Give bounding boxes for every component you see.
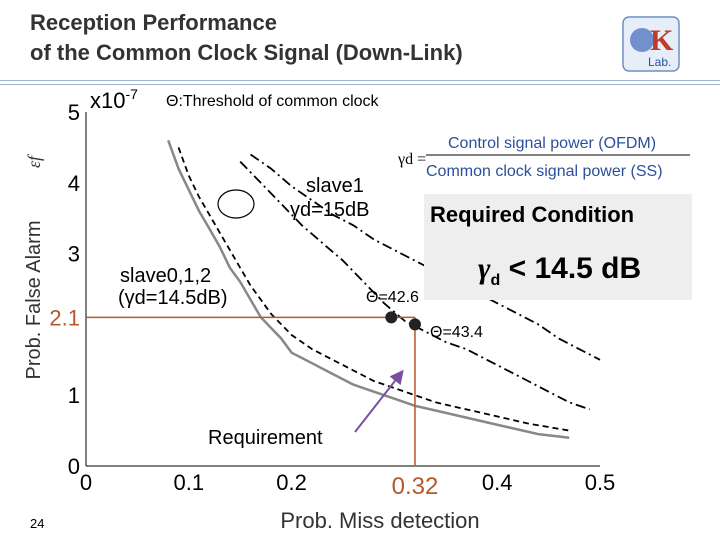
title-line-2: of the Common Clock Signal (Down-Link) <box>30 40 463 65</box>
x-tick-label: 0.2 <box>276 470 307 495</box>
title-line-1: Reception Performance <box>30 10 277 35</box>
slave012-label: slave0,1,2 <box>120 265 211 287</box>
y-multiplier: x10-7 <box>90 86 138 113</box>
y-tick-label: 5 <box>68 100 80 125</box>
x-tick-label: 0 <box>80 470 92 495</box>
header-divider-top <box>0 80 720 81</box>
logo-subtext: Lab. <box>648 55 671 69</box>
x-axis-label: Prob. Miss detection <box>280 508 479 533</box>
y-tick-label: 3 <box>68 242 80 267</box>
series-line <box>167 139 570 439</box>
y-tick-label: 0 <box>68 454 80 479</box>
x-tick-label: 0.32 <box>392 473 439 500</box>
threshold-point <box>385 311 398 324</box>
tick-labels: 0 0.1 0.2 0.32 0.4 0.5 0 1 2.1 3 4 5 <box>49 100 615 500</box>
page-number: 24 <box>30 516 45 531</box>
fraction-numerator: Control signal power (OFDM) <box>448 135 656 152</box>
required-condition-title: Required Condition <box>430 202 635 227</box>
x-tick-label: 0.4 <box>482 470 513 495</box>
y-multiplier-exp: -7 <box>125 86 138 102</box>
dots-layer: Θ=42.6 Θ=43.4 <box>366 289 483 341</box>
lab-logo: K Lab. <box>622 16 680 72</box>
series-line <box>177 147 570 432</box>
threshold-note: Θ:Threshold of common clock <box>166 93 380 110</box>
logo-letter: K <box>650 24 674 57</box>
y-axis-label: Prob. False Alarm <box>23 221 45 380</box>
threshold-label: Θ=42.6 <box>366 289 419 306</box>
gamma-definition-symbol: γd = <box>397 151 426 168</box>
slave1-bracket <box>217 189 255 219</box>
y-multiplier-base: x10 <box>90 88 125 113</box>
slave1-gamma: γd=15dB <box>290 199 370 221</box>
y-axis-symbol: εf <box>24 153 44 168</box>
x-tick-label: 0.1 <box>174 470 205 495</box>
required-condition-box <box>424 194 692 300</box>
required-condition-formula: γd < 14.5 dB <box>478 252 641 290</box>
header-divider-bottom <box>0 84 720 85</box>
required-gamma: γ <box>478 252 491 285</box>
fraction-denominator: Common clock signal power (SS) <box>426 163 663 180</box>
threshold-label: Θ=43.4 <box>430 324 483 341</box>
y-tick-label: 4 <box>68 171 80 196</box>
required-condition-rest: < 14.5 dB <box>500 252 642 285</box>
slave012-gamma: (γd=14.5dB) <box>118 287 228 309</box>
requirement-label: Requirement <box>208 427 323 449</box>
requirement-arrow <box>354 369 404 433</box>
slave1-label: slave1 <box>306 175 364 197</box>
threshold-point <box>408 318 421 331</box>
page-title: Reception Performance of the Common Cloc… <box>30 8 463 68</box>
y-tick-label: 2.1 <box>49 305 80 330</box>
x-tick-label: 0.5 <box>585 470 616 495</box>
y-tick-label: 1 <box>68 383 80 408</box>
required-gamma-sub: d <box>490 272 501 289</box>
